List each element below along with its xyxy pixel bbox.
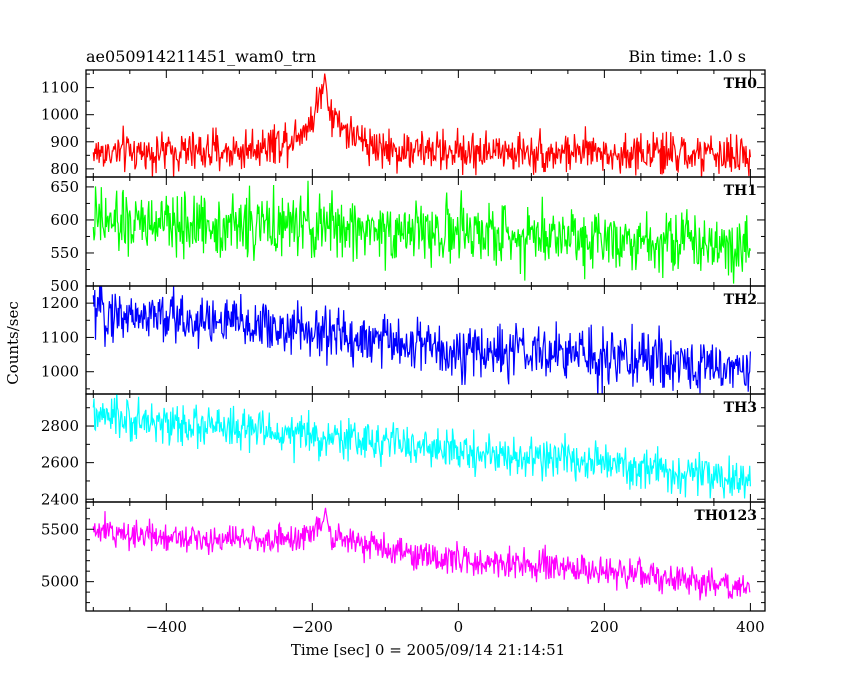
x-tick-label: −400 bbox=[146, 618, 187, 636]
y-tick-label: 650 bbox=[50, 178, 79, 196]
x-tick-label: 0 bbox=[454, 618, 464, 636]
panel-th3: 2400 2600 2800 TH3 bbox=[41, 393, 766, 508]
panel-label: TH1 bbox=[724, 183, 757, 199]
series-line-th2 bbox=[92, 286, 751, 394]
panel-th1: 500 550 600 650 TH1 bbox=[50, 176, 766, 295]
series-line-th1 bbox=[92, 180, 751, 284]
y-tick-label: 550 bbox=[50, 244, 79, 262]
x-axis-label: Time [sec] 0 = 2005/09/14 21:14:51 bbox=[291, 641, 565, 659]
series-line-th0123 bbox=[92, 507, 751, 601]
series-line-th0 bbox=[92, 73, 751, 177]
panel-label: TH0 bbox=[724, 76, 758, 92]
panel-th2: 1000 1100 1200 TH2 bbox=[41, 285, 766, 395]
y-tick-label: 1000 bbox=[41, 363, 79, 381]
panel-th0123: 5000 5500 TH0123 bbox=[41, 501, 766, 612]
x-tick-label: −200 bbox=[292, 618, 333, 636]
panel-label: TH0123 bbox=[694, 508, 757, 524]
panel-label: TH3 bbox=[724, 400, 757, 416]
panel-label: TH2 bbox=[724, 292, 757, 308]
y-tick-label: 500 bbox=[50, 277, 79, 295]
y-tick-label: 1100 bbox=[41, 79, 79, 97]
series-line-th3 bbox=[92, 394, 751, 499]
y-tick-label: 2800 bbox=[41, 417, 79, 435]
y-tick-label: 1100 bbox=[41, 328, 79, 346]
panel-frame bbox=[85, 393, 766, 503]
y-tick-label: 1200 bbox=[41, 294, 79, 312]
y-tick-label: 800 bbox=[50, 160, 79, 178]
x-tick-label: 400 bbox=[736, 618, 765, 636]
y-tick-label: 1000 bbox=[41, 106, 79, 124]
x-tick-label: 200 bbox=[590, 618, 619, 636]
chart-title: ae050914211451_wam0_trn bbox=[86, 47, 316, 66]
y-tick-label: 2400 bbox=[41, 490, 79, 508]
panel-frame bbox=[85, 501, 766, 612]
y-tick-label: 600 bbox=[50, 211, 79, 229]
y-tick-label: 5000 bbox=[41, 573, 79, 591]
bin-time-label: Bin time: 1.0 s bbox=[628, 47, 746, 66]
y-tick-label: 2600 bbox=[41, 454, 79, 472]
y-tick-label: 5500 bbox=[41, 520, 79, 538]
panels: 800 900 1000 1100 TH0 500 550 600 650 TH1 1000 1100… bbox=[41, 69, 766, 636]
y-tick-label: 900 bbox=[50, 133, 79, 151]
panel-th0: 800 900 1000 1100 TH0 bbox=[41, 69, 766, 178]
y-axis-label: Counts/sec bbox=[4, 301, 22, 385]
